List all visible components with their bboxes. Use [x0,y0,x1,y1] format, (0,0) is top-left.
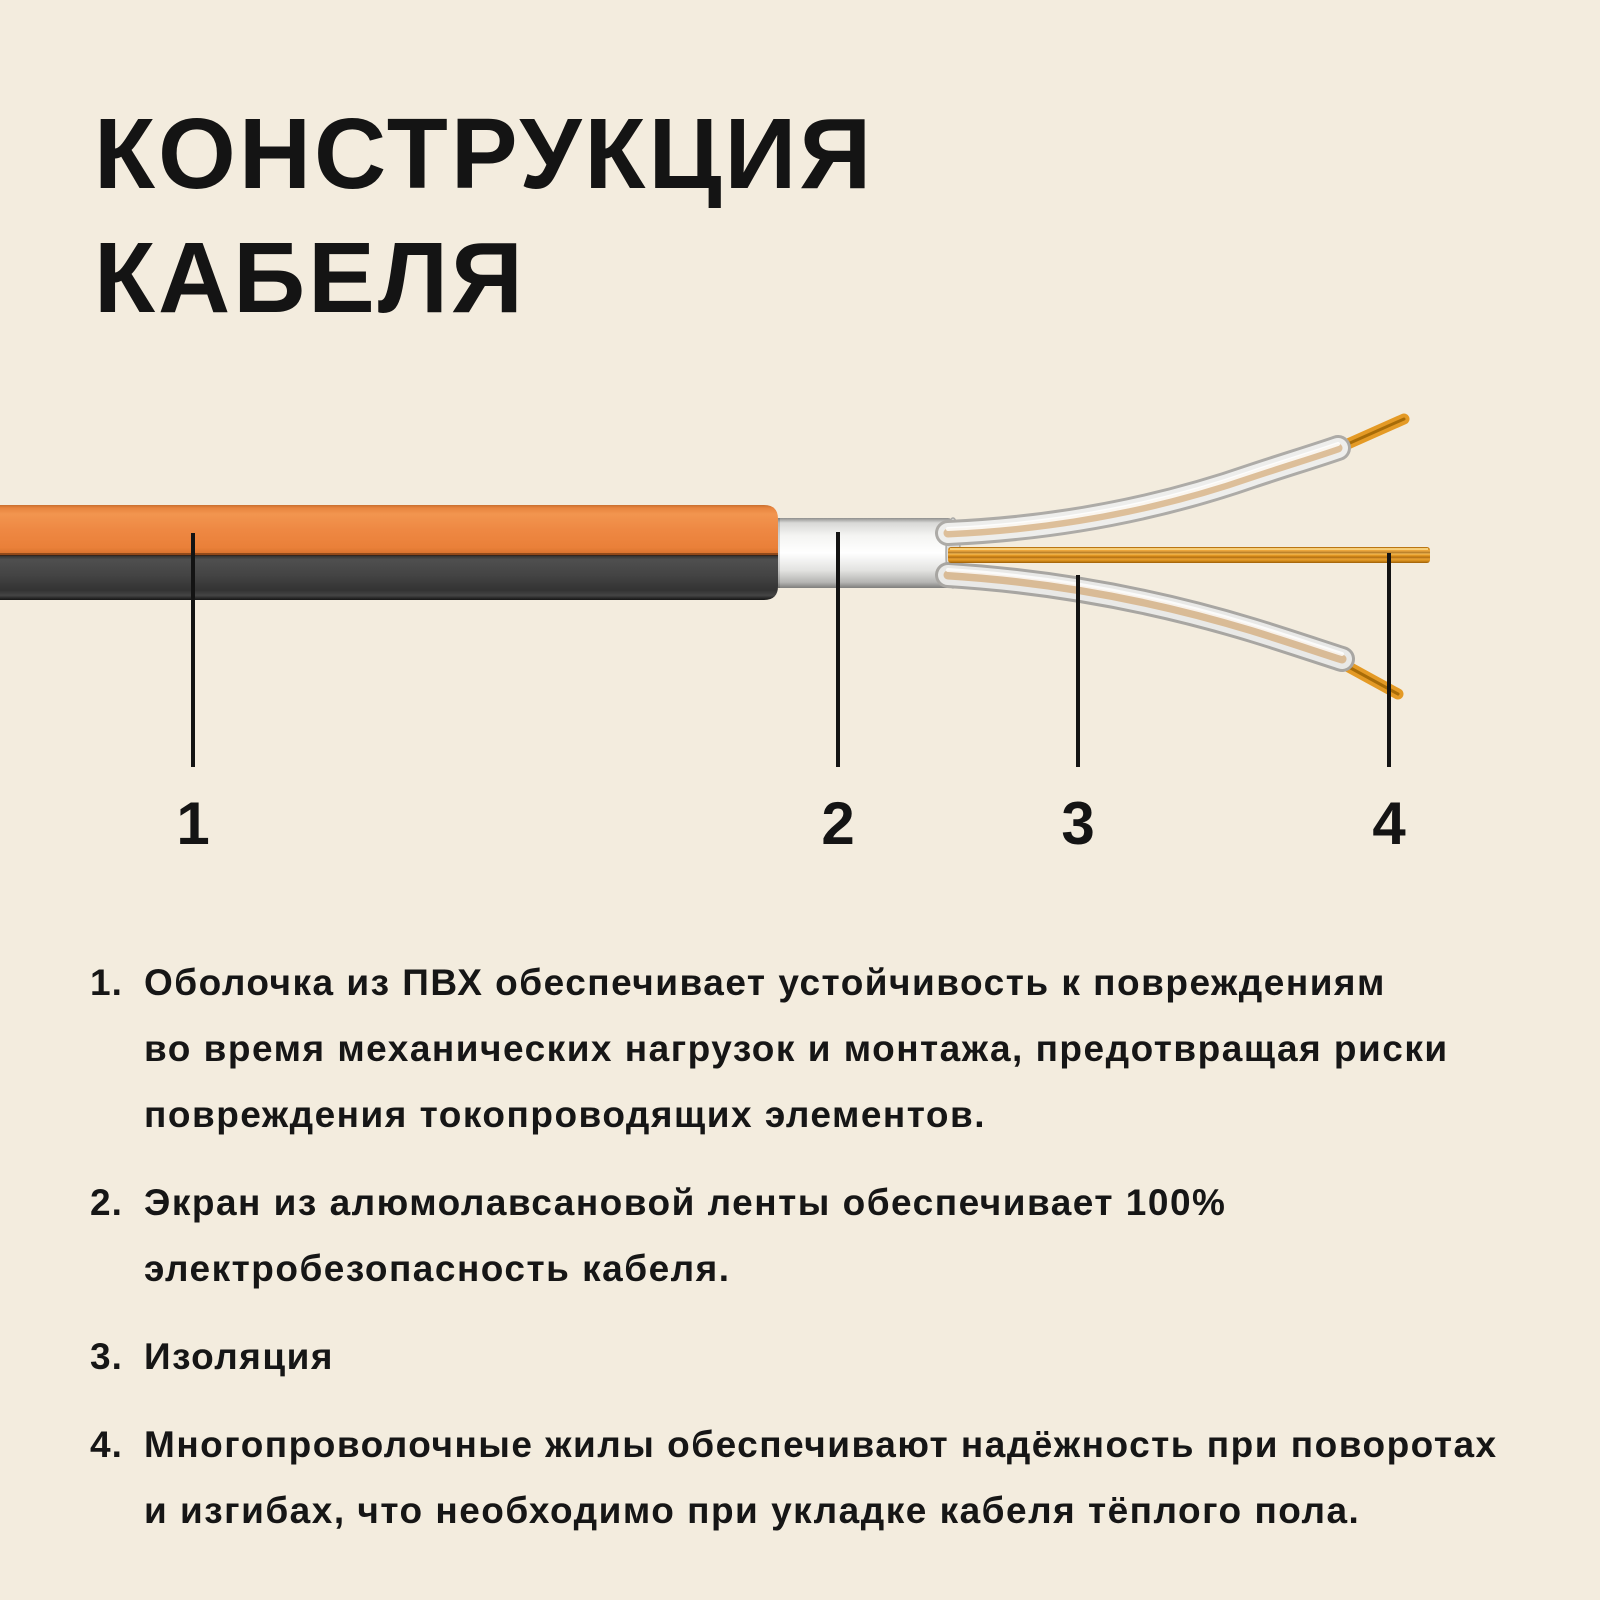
callout-number-4: 4 [1372,790,1406,857]
leader-line-3 [1076,575,1080,767]
callout-number-1: 1 [176,790,210,857]
bottom-insulated-wire [935,562,1404,700]
leader-line-1 [191,533,195,767]
legend-item-text: Изоляция [144,1336,334,1377]
callout-number-2: 2 [821,790,855,857]
leader-line-4 [1387,553,1391,767]
legend-item-1: 1. Оболочка из ПВХ обеспечивает устойчив… [90,950,1550,1148]
pvc-sheath [0,505,778,600]
top-insulated-wire [935,413,1410,546]
legend-item-text: Многопроволочные жилы обеспечивают надёж… [144,1424,1498,1531]
leader-line-2 [836,532,840,767]
legend-item-text: Экран из алюмолавсановой ленты обеспечив… [144,1182,1227,1289]
cable-illustration [0,400,1600,730]
legend-item-4: 4. Многопроволочные жилы обеспечивают на… [90,1412,1550,1544]
legend-item-2: 2. Экран из алюмолавсановой ленты обеспе… [90,1170,1550,1302]
callout-number-3: 3 [1061,790,1095,857]
legend-list: 1. Оболочка из ПВХ обеспечивает устойчив… [90,950,1550,1566]
legend-item-number: 4. [90,1424,123,1465]
legend-item-number: 1. [90,962,123,1003]
legend-item-number: 3. [90,1336,123,1377]
center-conductor [948,547,1430,563]
legend-item-text: Оболочка из ПВХ обеспечивает устойчивост… [144,962,1449,1135]
cable-artwork [0,413,1430,700]
page-title: КОНСТРУКЦИЯ КАБЕЛЯ [94,98,875,334]
legend-item-number: 2. [90,1182,123,1223]
shield-layer [772,517,961,589]
legend-item-3: 3. Изоляция [90,1324,1550,1390]
